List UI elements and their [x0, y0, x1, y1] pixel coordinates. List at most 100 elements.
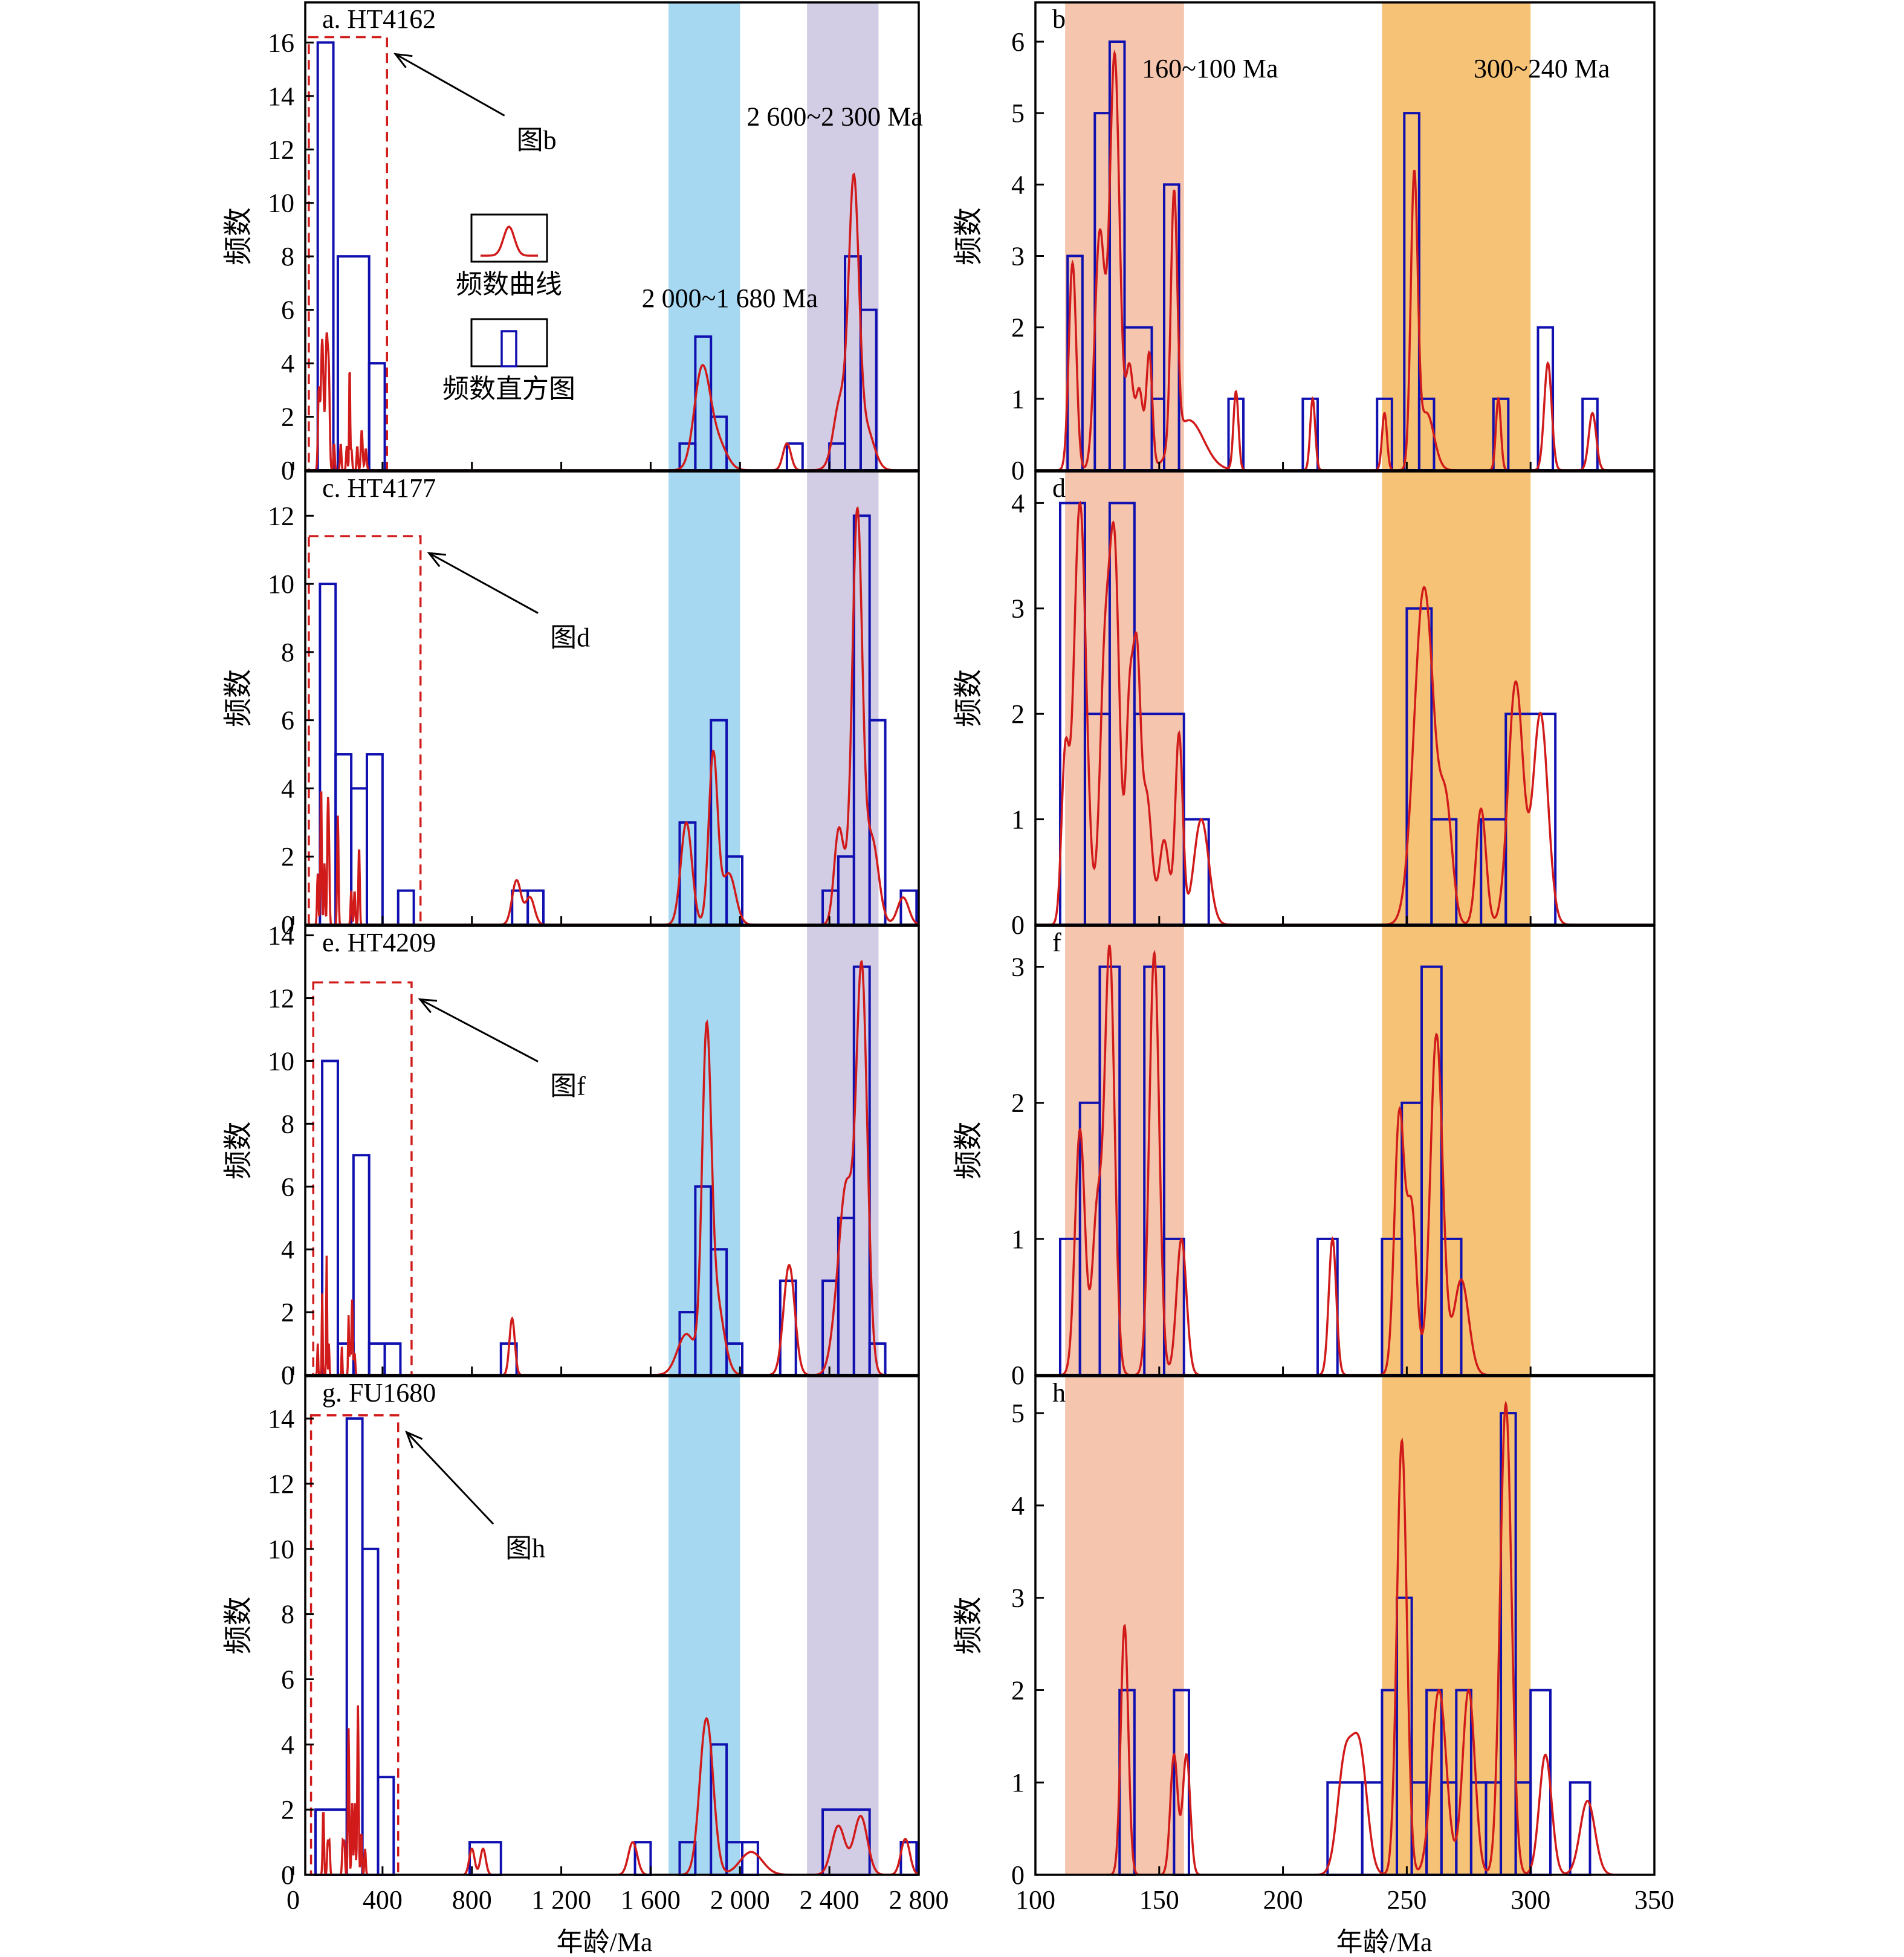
y-tick-label: 4: [281, 774, 294, 803]
x-tick-label: 400: [363, 1885, 403, 1915]
band-label-blue: 2 000~1 680 Ma: [642, 283, 818, 313]
histogram-bar: [511, 889, 529, 926]
x-tick-label: 300: [1511, 1885, 1550, 1915]
frequency-curve: [1035, 500, 1654, 925]
panel-title: h: [1052, 1378, 1066, 1408]
panel-title: a. HT4162: [322, 4, 436, 34]
y-tick-label: 8: [281, 1600, 294, 1629]
panel-title: e. HT4209: [322, 928, 436, 957]
legend-curve-icon: [481, 225, 538, 257]
y-tick-label: 14: [268, 1404, 294, 1434]
left-x-axis-label: 年龄/Ma: [557, 1927, 653, 1957]
y-tick-label: 0: [281, 1860, 294, 1890]
age-band-1: [669, 1376, 740, 1875]
histogram-bar: [321, 1059, 339, 1376]
y-tick-label: 6: [281, 1172, 294, 1202]
y-tick-label: 0: [1011, 1360, 1025, 1390]
annotation-arrow-head: [393, 53, 413, 68]
histogram-bar: [740, 1841, 759, 1876]
y-tick-label: 0: [1011, 1860, 1025, 1890]
age-band-1: [669, 926, 740, 1375]
y-tick-label: 0: [281, 456, 294, 485]
y-axis-label: 频数: [953, 1596, 985, 1654]
x-tick-label: 2 400: [800, 1885, 860, 1915]
panel-frame: [1034, 470, 1656, 926]
panel-title: c. HT4177: [322, 473, 436, 503]
y-tick-label: 8: [281, 1109, 294, 1139]
band-label-purple: 2 600~2 300 Ma: [746, 102, 922, 131]
annotation-arrow-line: [395, 53, 505, 117]
y-axis-label: 频数: [222, 1121, 254, 1179]
histogram-bar: [352, 1154, 371, 1376]
panel-c: 图d 0 2 4 6 8 10 12 频数 c. HT4177: [222, 470, 920, 940]
y-tick-label: 1: [1011, 805, 1025, 835]
y-tick-label: 0: [281, 910, 294, 940]
x-tick-label: 0: [287, 1885, 300, 1915]
y-tick-label: 4: [281, 1730, 294, 1759]
panel-frame: [304, 470, 920, 926]
y-tick-label: 1: [1011, 1224, 1025, 1254]
panel-title: d: [1052, 473, 1066, 503]
y-axis-label: 频数: [953, 1121, 985, 1179]
y-tick-label: 6: [1011, 27, 1025, 57]
panel-h: 0 1 2 3 4 5 频数 100 150 200 250 300 350 h: [953, 1375, 1674, 1915]
y-tick-label: 12: [268, 501, 294, 531]
histogram-bar: [377, 1776, 395, 1877]
y-axis-label: 频数: [953, 207, 985, 265]
y-tick-label: 2: [1011, 313, 1025, 343]
x-tick-label: 350: [1634, 1885, 1674, 1915]
legend-hist-box: [470, 318, 548, 367]
y-tick-label: 2: [1011, 1675, 1025, 1705]
age-band-2: [807, 2, 879, 470]
y-tick-label: 12: [268, 135, 294, 164]
y-tick-label: 10: [268, 1046, 294, 1076]
histogram-bar: [1326, 1781, 1364, 1876]
y-tick-label: 0: [1011, 910, 1025, 940]
zoom-box: [308, 36, 388, 471]
legend-hist-icon: [500, 330, 517, 367]
legend-hist-label: 频数直方图: [442, 374, 575, 404]
y-tick-label: 6: [281, 296, 294, 325]
age-band-2: [807, 1376, 879, 1875]
annotation-arrow-line: [406, 1431, 494, 1525]
panel-frame: [1034, 1, 1656, 471]
panel-frame: [304, 1375, 920, 1876]
y-tick-label: 0: [1011, 456, 1025, 485]
zoom-label: 图f: [550, 1071, 586, 1101]
panel-title: g. FU1680: [322, 1378, 436, 1408]
band-label-orange: 300~240 Ma: [1474, 54, 1610, 83]
annotation-arrow-head: [427, 552, 446, 568]
panel-title: f: [1052, 928, 1061, 957]
histogram-bar: [383, 1342, 402, 1377]
legend-curve-label: 频数曲线: [456, 270, 562, 299]
y-tick-label: 4: [1011, 1491, 1025, 1521]
panel-g: 图h 0 2 4 6 8 10 12 14 频数 0 400 800 1 200 1 600 2 000 2 4…: [222, 1375, 949, 1915]
y-tick-label: 16: [268, 28, 294, 57]
histogram-bar: [365, 753, 384, 927]
frequency-curve: [1035, 49, 1654, 470]
zoom-label: 图d: [550, 623, 590, 652]
histogram-bar: [336, 255, 371, 471]
y-tick-label: 1: [1011, 1768, 1025, 1797]
y-tick-label: 5: [1011, 99, 1025, 128]
x-tick-label: 2 800: [889, 1885, 949, 1915]
annotation-arrow-head: [418, 998, 438, 1014]
panel-frame: [304, 925, 920, 1376]
histogram-bar: [361, 1547, 380, 1877]
y-axis-label: 频数: [953, 669, 985, 727]
right-x-axis-label: 年龄/Ma: [1336, 1927, 1433, 1957]
y-axis-label: 频数: [222, 669, 254, 727]
y-tick-label: 6: [281, 1664, 294, 1694]
panel-e: 图f 0 2 4 6 8 10 12 14 频数 e. HT4209: [222, 921, 920, 1390]
y-tick-label: 10: [268, 569, 294, 599]
y-tick-label: 8: [281, 638, 294, 667]
histogram-bar: [397, 889, 415, 926]
x-tick-label: 150: [1139, 1885, 1179, 1915]
annotation-arrow-line: [428, 552, 539, 614]
y-tick-label: 2: [281, 842, 294, 872]
panel-frame: [1034, 1375, 1656, 1876]
y-tick-label: 3: [1011, 953, 1025, 982]
panel-title: b: [1052, 4, 1066, 34]
